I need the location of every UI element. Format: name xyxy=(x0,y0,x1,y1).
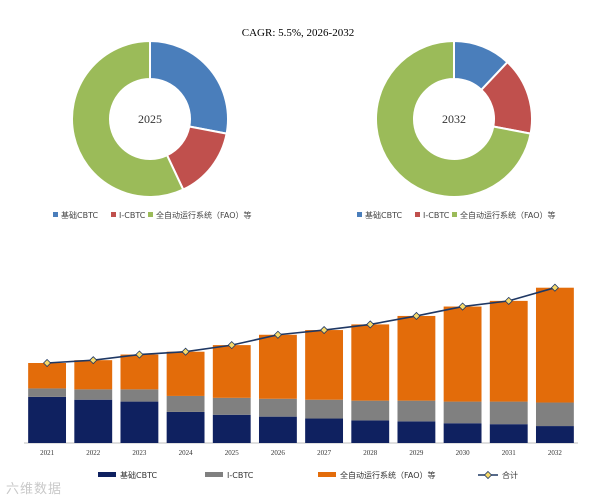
bar-segment-1-3 xyxy=(166,395,205,412)
total-line-marker-8 xyxy=(412,311,421,321)
bar-segment-2-11 xyxy=(535,287,574,403)
legend-swatch-1 xyxy=(205,472,223,477)
x-tick-label: 2024 xyxy=(179,449,194,457)
bar-segment-0-2 xyxy=(120,401,159,443)
x-tick-label: 2032 xyxy=(548,449,563,457)
total-line-marker-9 xyxy=(458,302,467,311)
donut-center-label: 2025 xyxy=(138,112,162,126)
bar-segment-0-6 xyxy=(305,418,344,443)
bar-segment-2-0 xyxy=(28,363,67,389)
x-tick-label: 2027 xyxy=(317,449,332,457)
legend-label-0: 基础CBTC xyxy=(61,210,98,220)
bar-segment-0-7 xyxy=(351,420,390,443)
bar-segment-2-10 xyxy=(489,300,528,402)
bar-segment-2-4 xyxy=(212,345,251,398)
bar-segment-0-4 xyxy=(212,414,251,443)
bar-segment-1-1 xyxy=(74,389,113,400)
bar-segment-2-6 xyxy=(305,330,344,400)
legend-swatch-1 xyxy=(415,212,420,217)
bar-segment-0-3 xyxy=(166,411,205,443)
donut-slice-0 xyxy=(149,39,229,135)
bar-segment-0-11 xyxy=(535,426,574,443)
bar-segment-1-6 xyxy=(305,399,344,419)
bar-segment-1-7 xyxy=(351,400,390,421)
legend-label-2: 全自动运行系统（FAO）等 xyxy=(340,470,436,480)
legend-label-2: 全自动运行系统（FAO）等 xyxy=(460,210,556,220)
chart-title: CAGR: 5.5%, 2026-2032 xyxy=(242,27,354,39)
bar-segment-1-2 xyxy=(120,389,159,402)
legend-marker-total xyxy=(483,470,493,480)
legend-label-total: 合计 xyxy=(502,470,518,480)
x-tick-label: 2023 xyxy=(132,449,147,457)
total-line-marker-11 xyxy=(550,283,559,292)
x-tick-label: 2030 xyxy=(456,449,471,457)
bar-segment-0-5 xyxy=(258,416,297,443)
x-tick-label: 2022 xyxy=(86,449,101,457)
legend-swatch-0 xyxy=(357,212,362,217)
x-tick-label: 2029 xyxy=(409,449,424,457)
donut-slice-2 xyxy=(71,39,185,198)
legend-swatch-2 xyxy=(148,212,153,217)
stacked-bar-chart: 2021 2022 2023 2024 2025 2026 2027 2028 2029 2030… xyxy=(24,283,578,480)
total-line-marker-7 xyxy=(366,320,375,329)
total-line-marker-10 xyxy=(504,296,513,305)
total-line-marker-6 xyxy=(320,325,329,335)
donut-chart-2032: 2032 基础CBTC I-CBTC 全自动运行系统（FAO）等 xyxy=(357,39,556,220)
legend-swatch-2 xyxy=(318,472,336,477)
watermark-text: 六维数据 xyxy=(6,482,63,497)
total-line-marker-4 xyxy=(227,341,236,350)
bar-segment-1-5 xyxy=(258,398,297,417)
x-tick-label: 2028 xyxy=(363,449,378,457)
bar-segment-2-7 xyxy=(351,324,390,401)
legend-label-2: 全自动运行系统（FAO）等 xyxy=(156,210,252,220)
x-tick-label: 2031 xyxy=(502,449,517,457)
total-line-marker-3 xyxy=(181,347,190,356)
x-tick-label: 2021 xyxy=(40,449,55,457)
bar-segment-2-1 xyxy=(74,360,113,390)
bar-segment-0-0 xyxy=(28,396,67,443)
legend-label-0: 基础CBTC xyxy=(120,470,157,480)
total-line-marker-0 xyxy=(43,358,52,368)
bar-segment-2-9 xyxy=(443,306,482,402)
bar-segment-1-4 xyxy=(212,397,251,415)
bar-segment-2-5 xyxy=(258,334,297,399)
legend-swatch-0 xyxy=(98,472,116,477)
donut-center-label: 2032 xyxy=(442,112,466,126)
bar-segment-0-10 xyxy=(489,424,528,443)
bar-segment-1-10 xyxy=(489,401,528,425)
bar-segment-1-0 xyxy=(28,388,67,397)
legend-label-1: I-CBTC xyxy=(423,211,450,220)
legend-swatch-1 xyxy=(111,212,116,217)
total-line-marker-2 xyxy=(135,350,144,359)
donut-chart-2025: 2025 基础CBTC I-CBTC 全自动运行系统（FAO）等 xyxy=(53,39,252,220)
legend-label-0: 基础CBTC xyxy=(365,210,402,220)
x-tick-label: 2026 xyxy=(271,449,286,457)
total-line-marker-5 xyxy=(273,330,282,339)
bar-segment-2-8 xyxy=(397,315,436,401)
bar-segment-1-8 xyxy=(397,400,436,422)
donut-slice-2 xyxy=(375,39,532,198)
bar-segment-2-3 xyxy=(166,351,205,396)
bar-segment-1-11 xyxy=(535,402,574,427)
total-line xyxy=(47,286,556,364)
legend-label-1: I-CBTC xyxy=(119,211,146,220)
legend-swatch-0 xyxy=(53,212,58,217)
bar-segment-1-9 xyxy=(443,401,482,424)
x-tick-label: 2025 xyxy=(225,449,240,457)
bar-segment-0-9 xyxy=(443,423,482,443)
legend-label-1: I-CBTC xyxy=(227,471,254,480)
legend-swatch-2 xyxy=(452,212,457,217)
bar-segment-0-1 xyxy=(74,399,113,443)
total-line-marker-1 xyxy=(89,356,98,365)
bar-segment-2-2 xyxy=(120,354,159,390)
bar-segment-0-8 xyxy=(397,421,436,443)
